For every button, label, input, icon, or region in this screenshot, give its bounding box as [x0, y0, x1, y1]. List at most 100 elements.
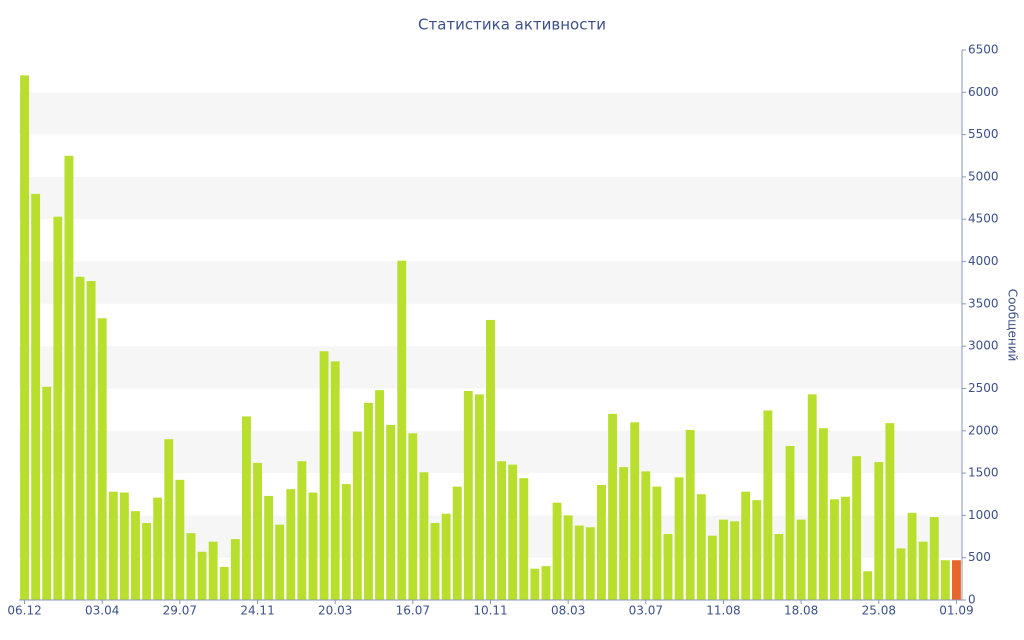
bar [796, 519, 806, 600]
grid-band [19, 261, 962, 304]
x-tick-label: 29.07 [163, 604, 197, 618]
bar [752, 500, 762, 600]
bar [53, 216, 63, 600]
bar [275, 524, 285, 600]
bar [918, 541, 928, 600]
bar [142, 523, 152, 600]
bar [264, 495, 274, 600]
bar [474, 394, 484, 600]
y-tick-label: 1000 [968, 508, 999, 522]
bar [397, 260, 407, 600]
bar [186, 533, 196, 600]
y-tick-label: 2500 [968, 381, 999, 395]
bar [940, 560, 950, 600]
x-tick-label: 11.08 [706, 604, 740, 618]
bar [286, 489, 296, 600]
bar [164, 439, 174, 600]
bar [641, 471, 651, 600]
chart-title: Статистика активности [418, 16, 606, 34]
y-tick-label: 2000 [968, 423, 999, 437]
bar [75, 276, 85, 600]
y-tick-label: 6500 [968, 43, 999, 57]
grid-band [19, 92, 962, 135]
bar [31, 193, 41, 600]
x-tick-label: 16.07 [396, 604, 430, 618]
bar [907, 512, 917, 600]
bar [341, 484, 351, 600]
bar [108, 491, 118, 600]
y-tick-label: 6000 [968, 85, 999, 99]
y-tick-label: 500 [968, 550, 991, 564]
bar [253, 462, 262, 600]
y-tick-label: 3000 [968, 339, 999, 353]
bar [541, 566, 551, 600]
grid-band [19, 176, 962, 220]
bar [219, 567, 229, 600]
bar [419, 472, 429, 600]
x-tick-label: 03.04 [85, 604, 119, 618]
bar [508, 464, 518, 600]
bar [131, 511, 140, 600]
y-tick-label: 5500 [968, 127, 999, 141]
bar [463, 391, 473, 600]
bar [563, 515, 573, 600]
bar [208, 541, 218, 600]
bar [619, 467, 629, 600]
bar [807, 394, 817, 600]
bar [408, 433, 418, 600]
bar [64, 155, 74, 600]
bar [829, 499, 839, 600]
bar [330, 361, 340, 600]
bar [896, 548, 906, 600]
bar [818, 428, 828, 600]
bar [741, 491, 751, 600]
x-tick-label: 08.03 [551, 604, 585, 618]
bar [230, 539, 240, 600]
bar [530, 568, 540, 600]
bar [952, 560, 961, 600]
bar [175, 479, 185, 600]
y-tick-label: 1500 [968, 466, 999, 480]
bar [386, 424, 396, 600]
bar [863, 571, 873, 600]
bar [574, 525, 584, 600]
bar [785, 446, 795, 600]
bar [852, 456, 862, 600]
bar [763, 410, 773, 600]
bar [685, 429, 695, 600]
y-tick-label: 4000 [968, 254, 999, 268]
x-tick-label: 20.03 [318, 604, 352, 618]
bar [119, 492, 129, 600]
bar [241, 416, 251, 600]
bar [375, 390, 384, 600]
bar [441, 513, 451, 600]
bar [719, 519, 728, 600]
x-tick-label: 25.08 [862, 604, 896, 618]
bar [585, 527, 595, 600]
bar [519, 478, 529, 600]
bar [297, 461, 307, 600]
bar [197, 551, 207, 600]
bar [696, 494, 706, 600]
bar [352, 431, 362, 600]
bar [663, 534, 673, 600]
bar [486, 319, 495, 600]
y-tick-label: 4500 [968, 212, 999, 226]
bar [608, 413, 617, 600]
x-tick-label: 18.08 [784, 604, 818, 618]
y-axis-label: Сообщений [1006, 289, 1020, 362]
bar [874, 462, 884, 600]
bar [319, 351, 329, 600]
y-tick-label: 0 [968, 593, 976, 607]
bar [774, 534, 784, 600]
bar [652, 486, 662, 600]
bar [707, 535, 717, 600]
bar [841, 496, 850, 600]
bar [308, 492, 318, 600]
bar [20, 75, 29, 600]
bar [730, 521, 740, 600]
x-tick-label: 24.11 [240, 604, 274, 618]
bar [885, 423, 895, 600]
bar [452, 486, 462, 600]
